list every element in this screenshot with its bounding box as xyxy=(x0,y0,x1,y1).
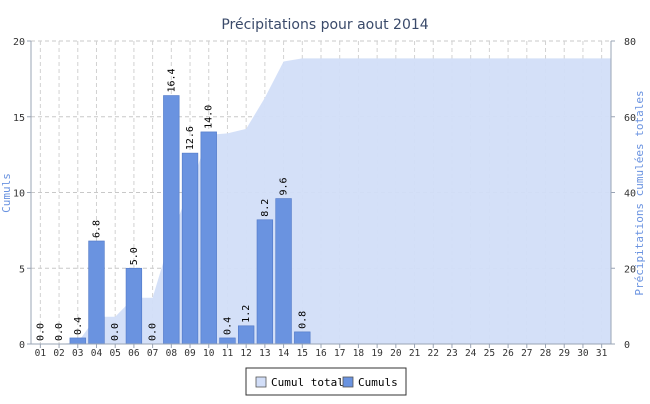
x-tick-label: 07 xyxy=(147,348,158,359)
bar-data-label: 0.8 xyxy=(297,311,308,329)
y-tick-label-right: 20 xyxy=(624,264,636,275)
y-tick-label-right: 40 xyxy=(624,189,636,200)
bar-data-label: 0.0 xyxy=(54,323,65,341)
y-tick-label-left: 15 xyxy=(13,113,25,124)
bar-data-label: 9.6 xyxy=(279,177,290,195)
x-tick-label: 24 xyxy=(465,348,477,359)
bar-cumuls xyxy=(256,219,274,345)
x-tick-label: 06 xyxy=(128,348,140,359)
bar-data-label: 14.0 xyxy=(204,105,215,129)
bar-cumuls xyxy=(238,325,255,345)
bar-cumuls xyxy=(181,152,199,345)
x-tick-label: 31 xyxy=(596,348,608,359)
x-tick-label: 19 xyxy=(371,348,383,359)
x-tick-label: 29 xyxy=(558,348,570,359)
y-tick-label-right: 0 xyxy=(624,340,630,351)
bar-cumuls xyxy=(125,267,143,345)
chart-title: Précipitations pour aout 2014 xyxy=(221,17,428,33)
x-tick-label: 30 xyxy=(577,348,589,359)
x-tick-label: 21 xyxy=(409,348,421,359)
bar-data-label: 8.2 xyxy=(260,199,271,217)
x-tick-label: 14 xyxy=(278,348,290,359)
legend-label-cumuls: Cumuls xyxy=(358,376,398,389)
legend-swatch-cumul-total xyxy=(255,376,267,388)
bar-cumuls xyxy=(200,131,217,345)
y-tick-label-left: 0 xyxy=(19,340,25,351)
x-tick-label: 26 xyxy=(502,348,514,359)
bar-data-label: 0.0 xyxy=(35,323,46,341)
legend-box xyxy=(245,367,407,396)
x-tick-label: 12 xyxy=(240,348,251,359)
data-label-layer: 0.0 0.0 0.4 6.8 0.0 5.0 0.0 16.4 12.6 14.0 0.4 1.2 8… xyxy=(35,68,308,341)
x-tick-label: 15 xyxy=(297,348,308,359)
legend: Cumul total Cumuls xyxy=(245,367,407,396)
x-tick-label: 04 xyxy=(91,348,103,359)
y-tick-label-right: 60 xyxy=(624,113,636,124)
x-tick-label: 23 xyxy=(446,348,457,359)
x-tick-label: 03 xyxy=(72,348,83,359)
x-tick-label: 16 xyxy=(315,348,327,359)
x-tick-label: 05 xyxy=(109,348,120,359)
x-tick-label: 25 xyxy=(484,348,495,359)
x-tick-label: 10 xyxy=(203,348,215,359)
bar-data-label: 6.8 xyxy=(91,220,102,238)
y-tick-label-left: 10 xyxy=(13,189,25,200)
y-axis-left-label: Cumuls xyxy=(0,173,13,213)
y-axis-right-label: Précipitations cumulées totales xyxy=(633,90,646,295)
x-tick-label: 22 xyxy=(428,348,439,359)
bar-cumuls xyxy=(275,198,292,345)
bar-layer xyxy=(69,95,311,345)
y-tick-label-left: 20 xyxy=(13,37,25,48)
bar-data-label: 12.6 xyxy=(185,126,196,150)
bar-data-label: 0.4 xyxy=(222,317,233,335)
bar-cumuls xyxy=(219,337,236,345)
bar-data-label: 16.4 xyxy=(166,68,177,92)
legend-swatch-cumuls xyxy=(342,376,354,388)
bar-cumuls xyxy=(294,331,311,345)
bar-cumuls xyxy=(69,337,86,345)
bar-data-label: 0.4 xyxy=(73,317,84,335)
x-tick-label: 17 xyxy=(334,348,345,359)
bar-data-label: 0.0 xyxy=(148,323,159,341)
x-tick-label: 08 xyxy=(166,348,178,359)
bar-data-label: 1.2 xyxy=(241,305,252,323)
x-tick-label: 01 xyxy=(35,348,47,359)
x-tick-label: 28 xyxy=(540,348,552,359)
bar-cumuls xyxy=(163,95,180,345)
y-tick-label-right: 80 xyxy=(624,37,636,48)
x-tick-label: 27 xyxy=(521,348,532,359)
x-tick-label: 02 xyxy=(53,348,64,359)
x-tick-label: 09 xyxy=(184,348,196,359)
bar-cumuls xyxy=(88,240,105,345)
x-tick-label: 11 xyxy=(222,348,234,359)
bar-data-label: 0.0 xyxy=(110,323,121,341)
x-tick-label: 18 xyxy=(353,348,365,359)
y-tick-label-left: 5 xyxy=(19,264,25,275)
bar-data-label: 5.0 xyxy=(129,247,140,265)
x-tick-label: 20 xyxy=(390,348,402,359)
x-tick-label: 13 xyxy=(259,348,270,359)
legend-label-cumul-total: Cumul total xyxy=(271,376,344,389)
